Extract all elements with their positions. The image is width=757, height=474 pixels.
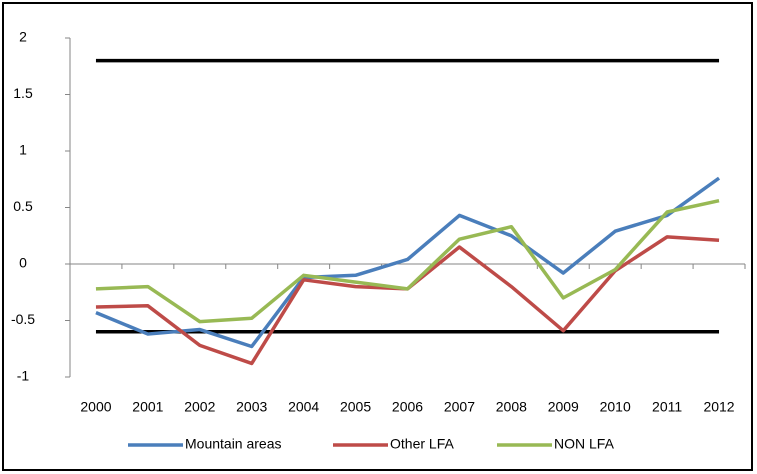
y-tick-label: 0.5 xyxy=(13,198,33,214)
x-tick-label: 2005 xyxy=(340,399,371,415)
series-line xyxy=(95,199,720,324)
legend-label: Mountain areas xyxy=(185,436,282,452)
x-tick-label: 2008 xyxy=(496,399,527,415)
x-tick-label: 2007 xyxy=(444,399,475,415)
x-tick-label: 2003 xyxy=(236,399,267,415)
y-tick-label: 2 xyxy=(19,29,27,45)
series-line xyxy=(95,176,721,349)
x-tick-label: 2006 xyxy=(392,399,423,415)
x-tick-label: 2009 xyxy=(548,399,579,415)
x-tick-label: 2001 xyxy=(132,399,163,415)
y-tick-label: 1.5 xyxy=(13,85,33,101)
y-tick-label: -0.5 xyxy=(11,311,35,327)
legend-label: NON LFA xyxy=(554,436,615,452)
x-tick-label: 2011 xyxy=(652,399,682,415)
x-tick-label: 2012 xyxy=(703,399,734,415)
y-tick-label: 0 xyxy=(19,255,27,271)
x-tick-label: 2010 xyxy=(600,399,631,415)
x-tick-label: 2004 xyxy=(288,399,319,415)
x-tick-label: 2002 xyxy=(184,399,215,415)
y-tick-label: -1 xyxy=(17,368,30,384)
y-tick-label: 1 xyxy=(19,142,27,158)
legend-label: Other LFA xyxy=(390,436,454,452)
x-tick-label: 2000 xyxy=(80,399,111,415)
